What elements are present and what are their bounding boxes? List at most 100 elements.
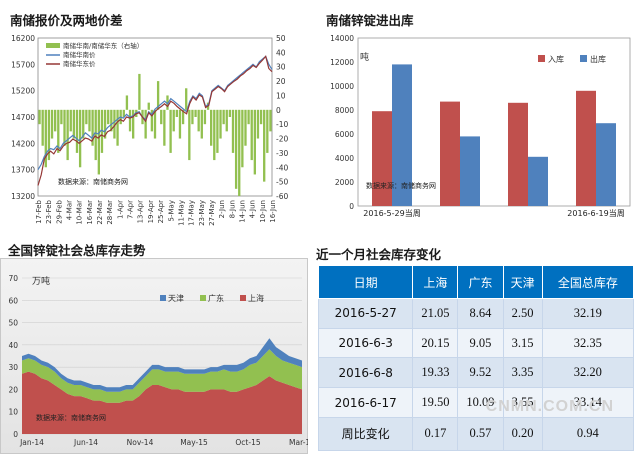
- spread-bar: [85, 109, 88, 125]
- source-note: 数据来源：南储商务网: [366, 181, 436, 190]
- east-price-line: [37, 55, 273, 186]
- y-tick-label: 14000: [330, 34, 354, 43]
- spread-bar: [197, 109, 200, 132]
- x-tick-label: 17-Feb: [35, 199, 43, 223]
- spread-bar: [78, 109, 82, 168]
- table-cell: 0.94: [541, 416, 635, 452]
- table-cell: 32.35: [541, 327, 635, 359]
- unit-label: 万吨: [32, 275, 50, 287]
- table-cell: 3.35: [502, 357, 543, 389]
- x-tick-label: 23-May: [198, 200, 206, 226]
- spread-bar: [82, 109, 85, 139]
- x-tick-label: 2016-6-19当周: [567, 208, 624, 218]
- spread-bar: [191, 109, 194, 125]
- y-right-tick-label: -20: [276, 135, 288, 144]
- y-right-tick-label: 0: [276, 106, 281, 115]
- spread-bar: [122, 109, 125, 117]
- table-header-row: 日期 上海 广东 天津 全国总库存: [317, 264, 635, 300]
- spread-bar: [269, 109, 272, 132]
- y-tick-label: 2000: [335, 178, 354, 187]
- legend-swatch: [240, 295, 246, 301]
- y-tick-label: 50: [8, 319, 18, 328]
- spread-bar: [259, 109, 263, 125]
- table-header-cell: 天津: [502, 264, 543, 300]
- table-cell: 10.09: [457, 387, 504, 418]
- y-right-tick-label: -30: [276, 149, 288, 158]
- y-tick-label: 4000: [335, 154, 354, 163]
- table-cell: 9.05: [457, 327, 504, 359]
- x-tick-label: 28-Mar: [106, 200, 114, 225]
- table-header-cell: 日期: [317, 264, 414, 300]
- spread-bar: [222, 109, 225, 125]
- spread-bar: [150, 109, 154, 132]
- y-tick-label: 30: [8, 363, 18, 372]
- spread-bar: [50, 109, 54, 139]
- x-tick-label: 10-Mar: [76, 200, 84, 225]
- inout-bar-chart: 14000 12000 10000 8000 6000 4000 2000 0 吨 入库 出库 201…: [330, 34, 631, 218]
- stock-chart-title: 全国锌锭社会总库存走势: [8, 243, 146, 258]
- legend-swatch: [200, 295, 206, 301]
- spread-bar: [263, 109, 266, 182]
- y-right-tick-label: 10: [276, 91, 286, 100]
- table-cell: 0.57: [457, 416, 504, 452]
- table-row: 2016-5-27 21.05 8.64 2.50 32.19: [317, 298, 635, 329]
- spread-bar: [194, 109, 197, 117]
- spread-bar: [38, 109, 41, 125]
- table-cell: 2016-6-3: [317, 327, 414, 359]
- table-cell: 9.52: [457, 357, 504, 389]
- x-tick-label: 7-Apr: [127, 200, 135, 219]
- legend-label: 上海: [248, 293, 264, 303]
- spread-bar: [188, 109, 191, 161]
- y-tick-label: 40: [8, 341, 18, 350]
- y-right-tick-label: 40: [276, 48, 286, 57]
- table-cell: 2.50: [502, 298, 543, 329]
- spread-bar: [244, 109, 247, 146]
- y-right-tick-label: -40: [276, 163, 288, 172]
- spread-bar: [225, 109, 228, 132]
- spread-bar: [228, 109, 232, 117]
- x-tick-label: May-15: [180, 438, 208, 447]
- y-tick-label: 0: [13, 430, 18, 439]
- x-tick-label: Mar-16: [289, 438, 308, 447]
- table-cell: 周比变化: [317, 416, 414, 452]
- x-tick-label: 13-Apr: [137, 200, 145, 224]
- legend-swatch: [160, 295, 166, 301]
- spread-bar: [100, 109, 104, 153]
- y-left-tick-label: 14700: [11, 113, 35, 122]
- spread-bar: [185, 88, 188, 110]
- x-tick-label: 29-Feb: [55, 199, 63, 223]
- spread-bar: [54, 109, 57, 132]
- spread-bar: [153, 109, 157, 139]
- x-tick-label: Jun-14: [73, 438, 98, 447]
- bar-in: [576, 90, 596, 206]
- y-tick-label: 0: [349, 202, 354, 211]
- y-tick-label: 8000: [335, 106, 354, 115]
- x-tick-label: 25-Apr: [157, 200, 165, 224]
- x-tick-label: 1-Apr: [116, 200, 124, 219]
- spread-bar: [66, 109, 69, 161]
- spread-bar: [216, 109, 219, 153]
- table-row: 2016-6-8 19.33 9.52 3.35 32.20: [317, 357, 635, 389]
- y-tick-label: 20: [8, 385, 18, 394]
- table-cell: 0.20: [502, 416, 543, 452]
- x-tick-label: 23-Feb: [45, 199, 53, 223]
- x-tick-label: 10-Jun: [259, 200, 267, 223]
- x-tick-label: 8-Jun: [228, 200, 236, 218]
- spread-bar: [253, 109, 256, 175]
- spread-bar: [210, 109, 213, 146]
- table-header-cell: 全国总库存: [541, 264, 635, 300]
- y-tick-label: 10000: [330, 82, 354, 91]
- spread-bar: [234, 109, 238, 189]
- table-cell: 20.15: [412, 327, 459, 359]
- table-cell: 19.33: [412, 357, 459, 389]
- spread-bar: [132, 109, 135, 139]
- y-right-tick-label: 20: [276, 77, 286, 86]
- table-row: 周比变化 0.17 0.57 0.20 0.94: [317, 416, 635, 452]
- y-left-tick-label: 13200: [11, 192, 35, 201]
- spread-bar: [169, 109, 172, 153]
- spread-bar: [160, 109, 163, 125]
- bar-out: [596, 123, 616, 206]
- spread-bar: [69, 109, 72, 132]
- spread-bar: [113, 109, 116, 139]
